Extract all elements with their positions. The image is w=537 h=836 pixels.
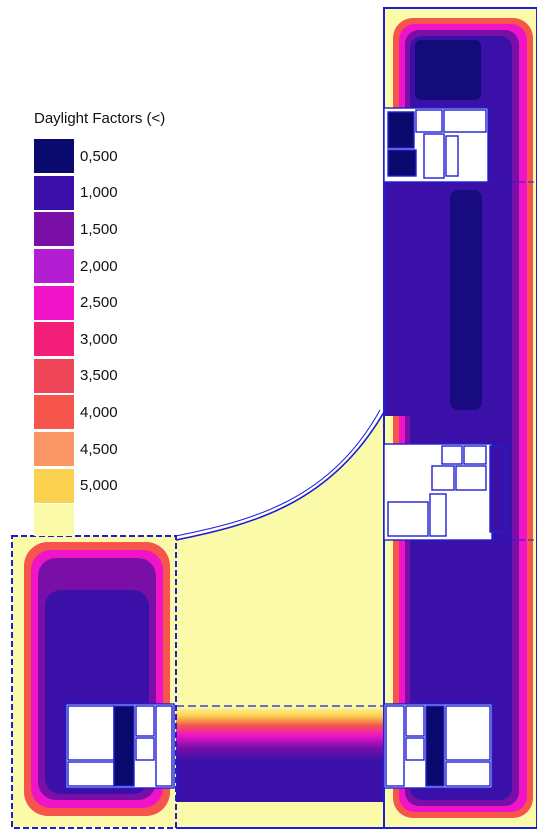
legend: Daylight Factors (<) 0,500 1,000 1,500 2,00…	[34, 110, 224, 536]
zone-5000-courtyard	[176, 540, 384, 706]
legend-item: 3,000	[34, 321, 224, 358]
legend-item: 3,500	[34, 358, 224, 395]
legend-swatch	[34, 395, 74, 430]
legend-item: 5,000	[34, 467, 224, 504]
legend-swatch-above	[34, 503, 74, 536]
legend-label: 3,500	[80, 367, 118, 385]
legend-label: 0,500	[80, 147, 118, 165]
legend-item: 2,000	[34, 248, 224, 285]
legend-item: 4,000	[34, 394, 224, 431]
legend-label: 2,500	[80, 294, 118, 312]
legend-label: 5,000	[80, 477, 118, 495]
legend-swatch	[34, 432, 74, 467]
legend-swatch	[34, 468, 74, 503]
zone-0500-top	[415, 40, 481, 100]
legend-label: 2,000	[80, 257, 118, 275]
right-wing-zones	[384, 8, 537, 828]
legend-item: 4,500	[34, 431, 224, 468]
service-core-middle	[383, 443, 507, 541]
legend-label: 4,000	[80, 403, 118, 421]
legend-swatch	[34, 285, 74, 320]
legend-swatch	[34, 322, 74, 357]
legend-item: 1,500	[34, 211, 224, 248]
legend-swatch	[34, 249, 74, 284]
service-core-top	[383, 107, 489, 183]
service-core-left	[65, 703, 175, 789]
legend-label: 3,000	[80, 330, 118, 348]
service-core-bottom-right	[383, 703, 493, 789]
zone-5000-bottom-strip	[176, 802, 384, 828]
zone-1000-corridor-bottom	[176, 760, 384, 794]
legend-label: 1,500	[80, 220, 118, 238]
legend-label: 4,500	[80, 440, 118, 458]
right-wing-outline	[383, 7, 537, 829]
legend-swatch	[34, 212, 74, 247]
legend-item: 2,500	[34, 284, 224, 321]
legend-title: Daylight Factors (<)	[34, 110, 166, 127]
left-wing-zones	[12, 536, 176, 828]
zone-1000-right	[410, 36, 512, 800]
corridor-zones	[176, 540, 384, 828]
legend-swatch	[34, 175, 74, 210]
curved-facade	[175, 409, 385, 541]
legend-label: 1,000	[80, 184, 118, 202]
zone-1000-left-edge	[384, 180, 414, 416]
legend-swatch	[34, 139, 74, 174]
zone-0500-upper	[450, 190, 482, 410]
left-wing-outline	[11, 535, 177, 829]
legend-swatch	[34, 358, 74, 393]
legend-items: 0,500 1,000 1,500 2,000 2,500 3,000 3,500 4,000…	[34, 138, 224, 504]
legend-item: 1,000	[34, 175, 224, 212]
legend-item: 0,500	[34, 138, 224, 175]
